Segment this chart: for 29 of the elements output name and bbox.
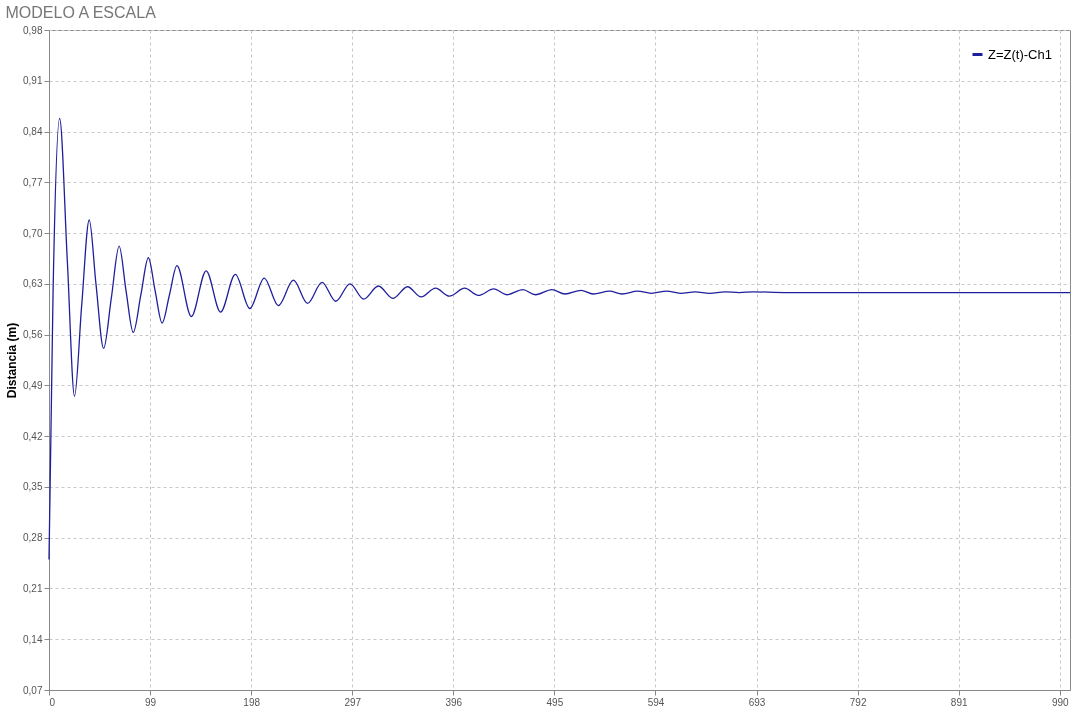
x-tick-label: 594	[647, 696, 665, 708]
x-tick-label: 792	[849, 696, 867, 708]
y-tick-label: 0,14	[23, 633, 43, 645]
y-tick-label: 0,91	[23, 75, 43, 87]
y-tick-label: 0,07	[23, 684, 43, 696]
x-tick-label: 297	[344, 696, 362, 708]
x-tick-label: 495	[546, 696, 564, 708]
x-tick-label: 0	[49, 696, 56, 708]
x-tick-label: 198	[243, 696, 261, 708]
y-tick-label: 0,84	[23, 126, 43, 138]
y-tick-label: 0,28	[23, 532, 43, 544]
y-tick-label: 0,77	[23, 176, 43, 188]
y-tick-label: 0,98	[23, 24, 43, 36]
x-tick-label: 693	[748, 696, 766, 708]
y-tick-label: 0,42	[23, 430, 43, 442]
x-tick-label: 396	[445, 696, 463, 708]
y-tick-label: 0,70	[23, 227, 43, 239]
y-tick-label: 0,56	[23, 329, 43, 341]
line-series	[48, 117, 1071, 561]
y-axis-title: Distancia (m)	[5, 322, 20, 399]
x-tick-label: 990	[1051, 696, 1070, 708]
legend-label: Z=Z(t)-Ch1	[988, 46, 1052, 62]
x-tick-label: 891	[950, 696, 968, 708]
y-tick-label: 0,49	[23, 379, 43, 391]
y-tick-label: 0,21	[23, 582, 43, 594]
chart-title: MODELO A ESCALA	[5, 4, 157, 21]
x-tick-label: 99	[145, 696, 157, 708]
y-tick-label: 0,63	[23, 278, 43, 290]
y-tick-label: 0,35	[23, 481, 43, 493]
